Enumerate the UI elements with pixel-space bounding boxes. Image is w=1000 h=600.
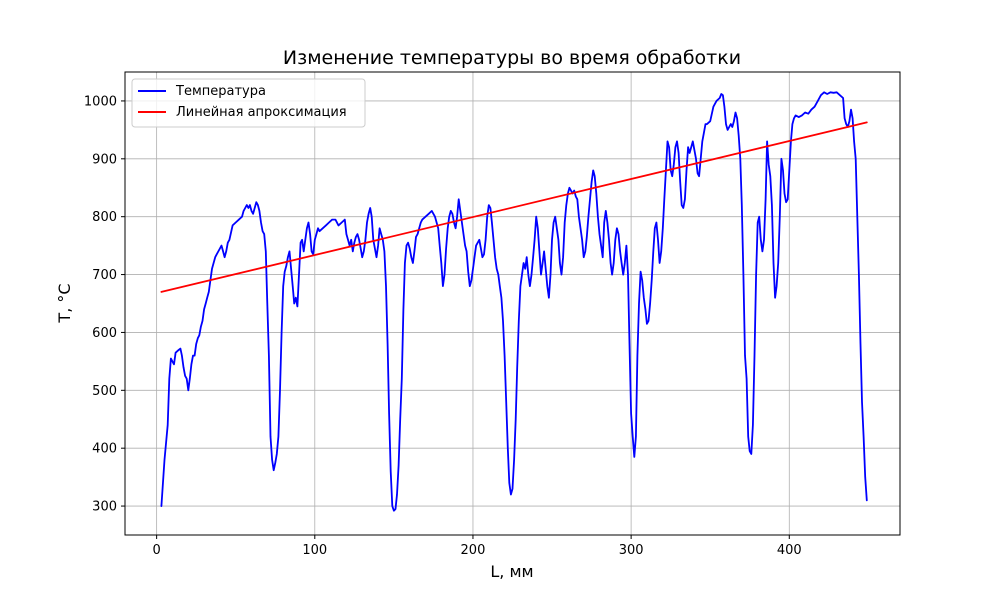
x-axis-label: L, мм	[490, 562, 533, 581]
y-tick-label: 500	[92, 384, 117, 399]
x-tick-label: 100	[302, 543, 327, 558]
legend-label-temperature: Температура	[175, 84, 266, 99]
chart-title: Изменение температуры во время обработки	[283, 47, 741, 69]
series-layer	[160, 91, 868, 512]
temperature-line	[160, 91, 868, 512]
legend-label-linear-fit: Линейная апроксимация	[176, 105, 347, 120]
y-axis-label: T, °C	[55, 283, 74, 323]
x-tick-label: 300	[619, 543, 644, 558]
y-tick-label: 700	[92, 268, 117, 283]
y-tick-label: 300	[92, 500, 117, 515]
legend: Температура Линейная апроксимация	[131, 78, 366, 128]
x-tick-label: 0	[152, 543, 160, 558]
x-axis-ticks: 0 100 200 300 400	[152, 535, 802, 558]
y-tick-label: 900	[92, 152, 117, 167]
linear-fit-line	[160, 121, 868, 293]
y-tick-label: 800	[92, 210, 117, 225]
x-tick-label: 400	[777, 543, 802, 558]
y-tick-label: 400	[92, 442, 117, 457]
plot-frame	[124, 71, 901, 536]
y-axis-ticks: 300 400 500 600 700 800 900 1000	[84, 94, 125, 515]
x-tick-label: 200	[461, 543, 486, 558]
plot-area	[125, 72, 900, 535]
legend-box	[131, 78, 366, 128]
y-tick-label: 1000	[84, 94, 117, 109]
y-tick-label: 600	[92, 326, 117, 341]
